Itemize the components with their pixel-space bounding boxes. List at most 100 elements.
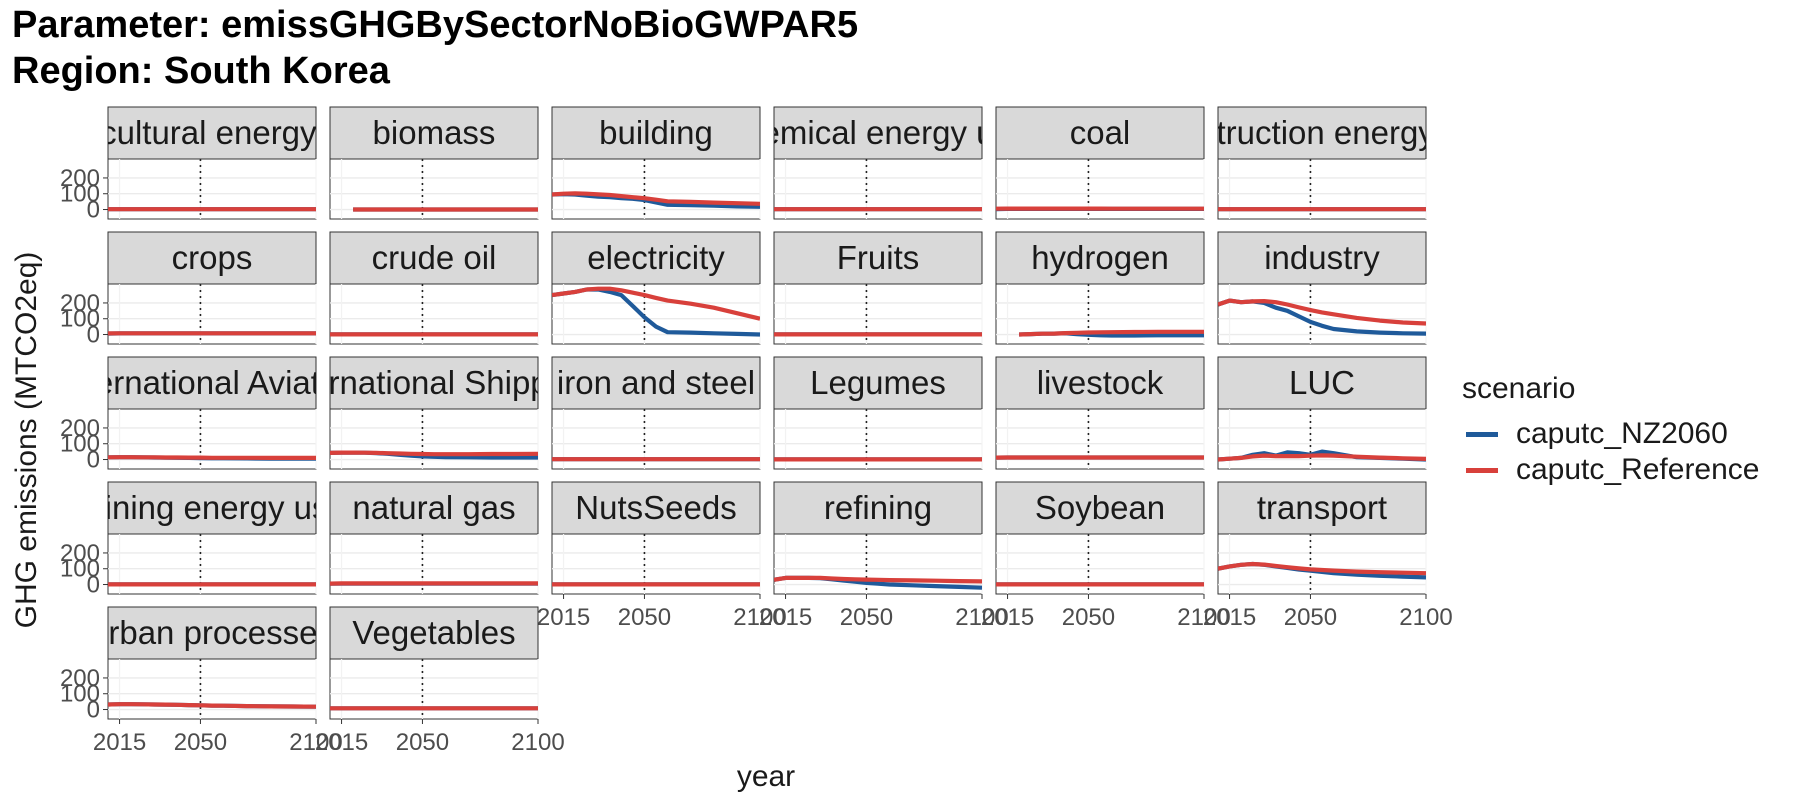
facet-strip-label: crude oil [372,239,497,276]
facet-strip-label: refining [824,489,932,526]
x-tick-label: 2015 [537,604,590,631]
x-tick-label: 2100 [511,729,564,756]
chart-title: Parameter: emissGHGBySectorNoBioGWPAR5 R… [12,2,858,94]
facet-strip [773,481,983,535]
facet-panel: livestock [995,356,1205,470]
facet-strip-label: urban processes [90,614,334,651]
y-tick-label: 200 [60,665,100,692]
x-tick-label: 2015 [1203,604,1256,631]
facet-strip-label: natural gas [352,489,515,526]
facet-panel: refining 2015 2050 2100 [759,481,1009,631]
facet-strip [329,231,539,285]
legend-item-nz2060: caputc_NZ2060 [1462,416,1760,452]
facet-strip [995,481,1205,535]
x-tick-label: 2015 [93,729,146,756]
y-tick-label: 100 [60,556,100,583]
series-line-reference [1218,453,1426,462]
facet-strip [551,481,761,535]
x-tick-label: 2015 [759,604,812,631]
facet-panel: coal [995,106,1205,220]
series-line-reference [330,450,538,457]
legend-label-reference: caputc_Reference [1516,453,1760,486]
facet-strip-label: Fruits [837,239,920,276]
y-tick-label: 100 [60,306,100,333]
series-line-reference [108,455,316,460]
facet-strip-label: international Shipping [275,364,592,401]
series-line-reference [108,702,316,709]
facet-strip-label: biomass [373,114,496,151]
facet-panel: Legumes [773,356,983,470]
facet-strip-label: electricity [587,239,725,276]
facet-strip-label: NutsSeeds [575,489,736,526]
facet-strip-label: iron and steel [557,364,755,401]
y-tick-label: 200 [60,540,100,567]
legend: scenario caputc_NZ2060 caputc_Reference [1462,372,1760,488]
series-line-reference [552,286,760,321]
y-tick-label: 0 [87,197,100,224]
series-line-reference [1218,561,1426,576]
title-line-parameter: Parameter: emissGHGBySectorNoBioGWPAR5 [12,4,859,46]
facet-panel: biomass [329,106,539,220]
facet-strip [995,356,1205,410]
legend-key-reference [1466,467,1498,473]
facet-panel: transport 2015 2050 2100 [1203,481,1453,631]
title-line-region: Region: South Korea [12,50,390,92]
x-tick-label: 2050 [396,729,449,756]
x-tick-label: 2050 [1284,604,1337,631]
facet-strip [773,356,983,410]
legend-key-nz2060 [1466,431,1498,437]
x-tick-label: 2100 [1177,604,1230,631]
facet-strip-label: industry [1264,239,1380,276]
facet-strip-label: international Aviation [60,364,364,401]
legend-title: scenario [1462,372,1576,405]
facet-strip [1217,231,1427,285]
y-tick-label: 200 [60,290,100,317]
y-tick-label: 0 [87,447,100,474]
facet-panel: iron and steel [551,356,761,470]
legend-label-nz2060: caputc_NZ2060 [1516,417,1728,450]
x-tick-label: 2100 [1399,604,1452,631]
series-line-reference [1019,329,1204,337]
facet-panel: Vegetables 2015 2050 2100 [315,606,565,756]
facet-strip-label: livestock [1037,364,1164,401]
facet-strip [1217,356,1427,410]
facet-strip [551,356,761,410]
facet-strip [107,231,317,285]
facet-strip-label: coal [1070,114,1131,151]
facet-panel: LUC [1217,356,1427,470]
facet-panel: chemical energy use [727,106,1030,220]
facet-strip [329,606,539,660]
facet-strip-label: chemical energy use [727,114,1030,151]
facet-strip-label: LUC [1289,364,1355,401]
y-tick-label: 0 [87,572,100,599]
facet-strip-label: crops [172,239,253,276]
facet-strip [329,106,539,160]
facet-panel: hydrogen [995,231,1205,345]
y-tick-label: 0 [87,697,100,724]
facet-strip [107,481,317,535]
facet-strip [107,356,317,410]
series-line-reference [552,191,760,206]
x-tick-label: 2050 [840,604,893,631]
facet-panel: construction energy use [1147,106,1497,220]
y-axis-label: GHG emissions (MTCO2eq) [10,252,43,629]
y-tick-label: 200 [60,415,100,442]
facet-strip [773,231,983,285]
series-line-reference [774,575,982,584]
facet-strip-label: construction energy use [1147,114,1497,151]
facet-strip [995,106,1205,160]
x-tick-label: 2050 [1062,604,1115,631]
facet-panel: crude oil [329,231,539,345]
facet-panel: industry [1217,231,1427,345]
facet-strip [773,106,983,160]
facet-strip-label: Vegetables [352,614,515,651]
facet-panel: Fruits [773,231,983,345]
y-tick-label: 100 [60,431,100,458]
